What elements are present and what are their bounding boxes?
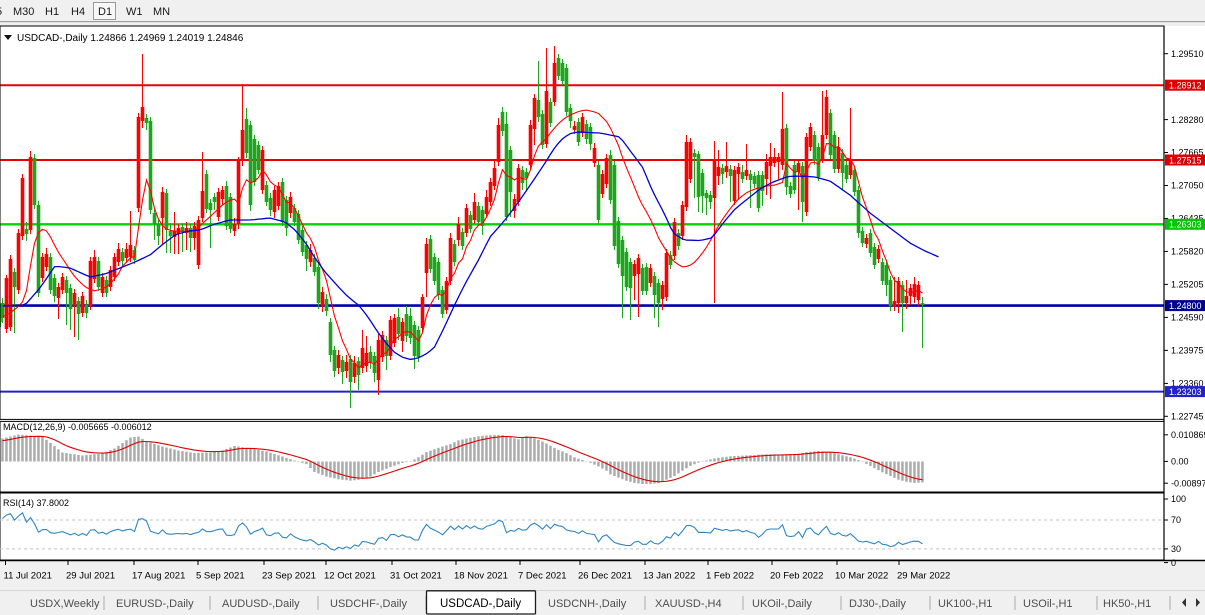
svg-text:1.27515: 1.27515 xyxy=(1169,155,1202,165)
svg-text:1.27665: 1.27665 xyxy=(1171,148,1204,158)
svg-text:100: 100 xyxy=(1171,494,1186,504)
svg-text:1.28912: 1.28912 xyxy=(1169,81,1202,91)
svg-text:USOil-,H1: USOil-,H1 xyxy=(1023,598,1073,610)
svg-text:-0.008974: -0.008974 xyxy=(1171,478,1205,488)
svg-text:0.010869: 0.010869 xyxy=(1171,430,1205,440)
svg-text:RSI(14) 37.8002: RSI(14) 37.8002 xyxy=(3,498,69,508)
svg-text:13 Jan 2022: 13 Jan 2022 xyxy=(643,571,695,582)
svg-text:H1: H1 xyxy=(45,6,59,18)
svg-text:USDCHF-,Daily: USDCHF-,Daily xyxy=(330,598,408,610)
svg-text:HK50-,H1: HK50-,H1 xyxy=(1103,598,1151,610)
svg-text:26 Dec 2021: 26 Dec 2021 xyxy=(578,571,632,582)
svg-text:17 Aug 2021: 17 Aug 2021 xyxy=(132,571,185,582)
svg-text:1.23203: 1.23203 xyxy=(1169,387,1202,397)
svg-text:1.26435: 1.26435 xyxy=(1171,214,1204,224)
svg-text:M30: M30 xyxy=(13,6,34,18)
svg-text:1.22745: 1.22745 xyxy=(1171,412,1204,422)
svg-text:USDCAD-,Daily 1.24866 1.24969: USDCAD-,Daily 1.24866 1.24969 1.24019 1.… xyxy=(17,33,244,44)
svg-text:5: 5 xyxy=(0,6,2,18)
svg-text:70: 70 xyxy=(1171,515,1181,525)
svg-text:18 Nov 2021: 18 Nov 2021 xyxy=(454,571,508,582)
svg-text:AUDUSD-,Daily: AUDUSD-,Daily xyxy=(222,598,300,610)
svg-text:1 Feb 2022: 1 Feb 2022 xyxy=(706,571,754,582)
svg-text:1.28280: 1.28280 xyxy=(1171,115,1204,125)
svg-text:1.24800: 1.24800 xyxy=(1169,301,1202,311)
svg-text:1.29510: 1.29510 xyxy=(1171,49,1204,59)
svg-text:XAUUSD-,H4: XAUUSD-,H4 xyxy=(655,598,722,610)
svg-text:0: 0 xyxy=(1171,558,1176,568)
svg-text:30: 30 xyxy=(1171,544,1181,554)
svg-text:USDCNH-,Daily: USDCNH-,Daily xyxy=(548,598,627,610)
svg-text:H4: H4 xyxy=(71,6,85,18)
svg-text:31 Oct 2021: 31 Oct 2021 xyxy=(390,571,442,582)
svg-text:MN: MN xyxy=(153,6,170,18)
svg-text:1.23360: 1.23360 xyxy=(1171,379,1204,389)
svg-text:EURUSD-,Daily: EURUSD-,Daily xyxy=(116,598,194,610)
svg-text:USDCAD-,Daily: USDCAD-,Daily xyxy=(440,598,521,610)
svg-text:MACD(12,26,9) -0.005665 -0.006: MACD(12,26,9) -0.005665 -0.006012 xyxy=(3,422,152,432)
svg-text:D1: D1 xyxy=(98,6,112,18)
svg-text:DJ30-,Daily: DJ30-,Daily xyxy=(849,598,906,610)
svg-text:W1: W1 xyxy=(126,6,143,18)
svg-text:12 Oct 2021: 12 Oct 2021 xyxy=(324,571,376,582)
svg-text:5 Sep 2021: 5 Sep 2021 xyxy=(196,571,245,582)
svg-text:11 Jul 2021: 11 Jul 2021 xyxy=(4,571,52,582)
svg-text:1.26303: 1.26303 xyxy=(1169,220,1202,230)
svg-text:29 Jul 2021: 29 Jul 2021 xyxy=(66,571,115,582)
svg-text:1.24590: 1.24590 xyxy=(1171,313,1204,323)
svg-text:1.23975: 1.23975 xyxy=(1171,346,1204,356)
svg-text:29 Mar 2022: 29 Mar 2022 xyxy=(897,571,950,582)
svg-text:UKOil-,Daily: UKOil-,Daily xyxy=(752,598,812,610)
svg-text:7 Dec 2021: 7 Dec 2021 xyxy=(518,571,567,582)
svg-text:10 Mar 2022: 10 Mar 2022 xyxy=(835,571,888,582)
svg-text:20 Feb 2022: 20 Feb 2022 xyxy=(770,571,823,582)
svg-text:0.00: 0.00 xyxy=(1171,457,1189,467)
svg-text:23 Sep 2021: 23 Sep 2021 xyxy=(262,571,316,582)
svg-text:1.27050: 1.27050 xyxy=(1171,181,1204,191)
svg-text:UK100-,H1: UK100-,H1 xyxy=(938,598,992,610)
svg-text:1.25820: 1.25820 xyxy=(1171,247,1204,257)
svg-text:1.25205: 1.25205 xyxy=(1171,280,1204,290)
svg-text:USDX,Weekly: USDX,Weekly xyxy=(30,598,100,610)
